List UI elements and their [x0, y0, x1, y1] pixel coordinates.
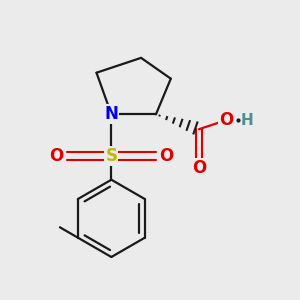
Text: O: O [219, 111, 233, 129]
Text: O: O [49, 147, 64, 165]
Text: N: N [104, 105, 118, 123]
Text: H: H [241, 113, 253, 128]
Text: O: O [159, 147, 173, 165]
Text: O: O [192, 159, 206, 177]
Text: S: S [105, 147, 117, 165]
